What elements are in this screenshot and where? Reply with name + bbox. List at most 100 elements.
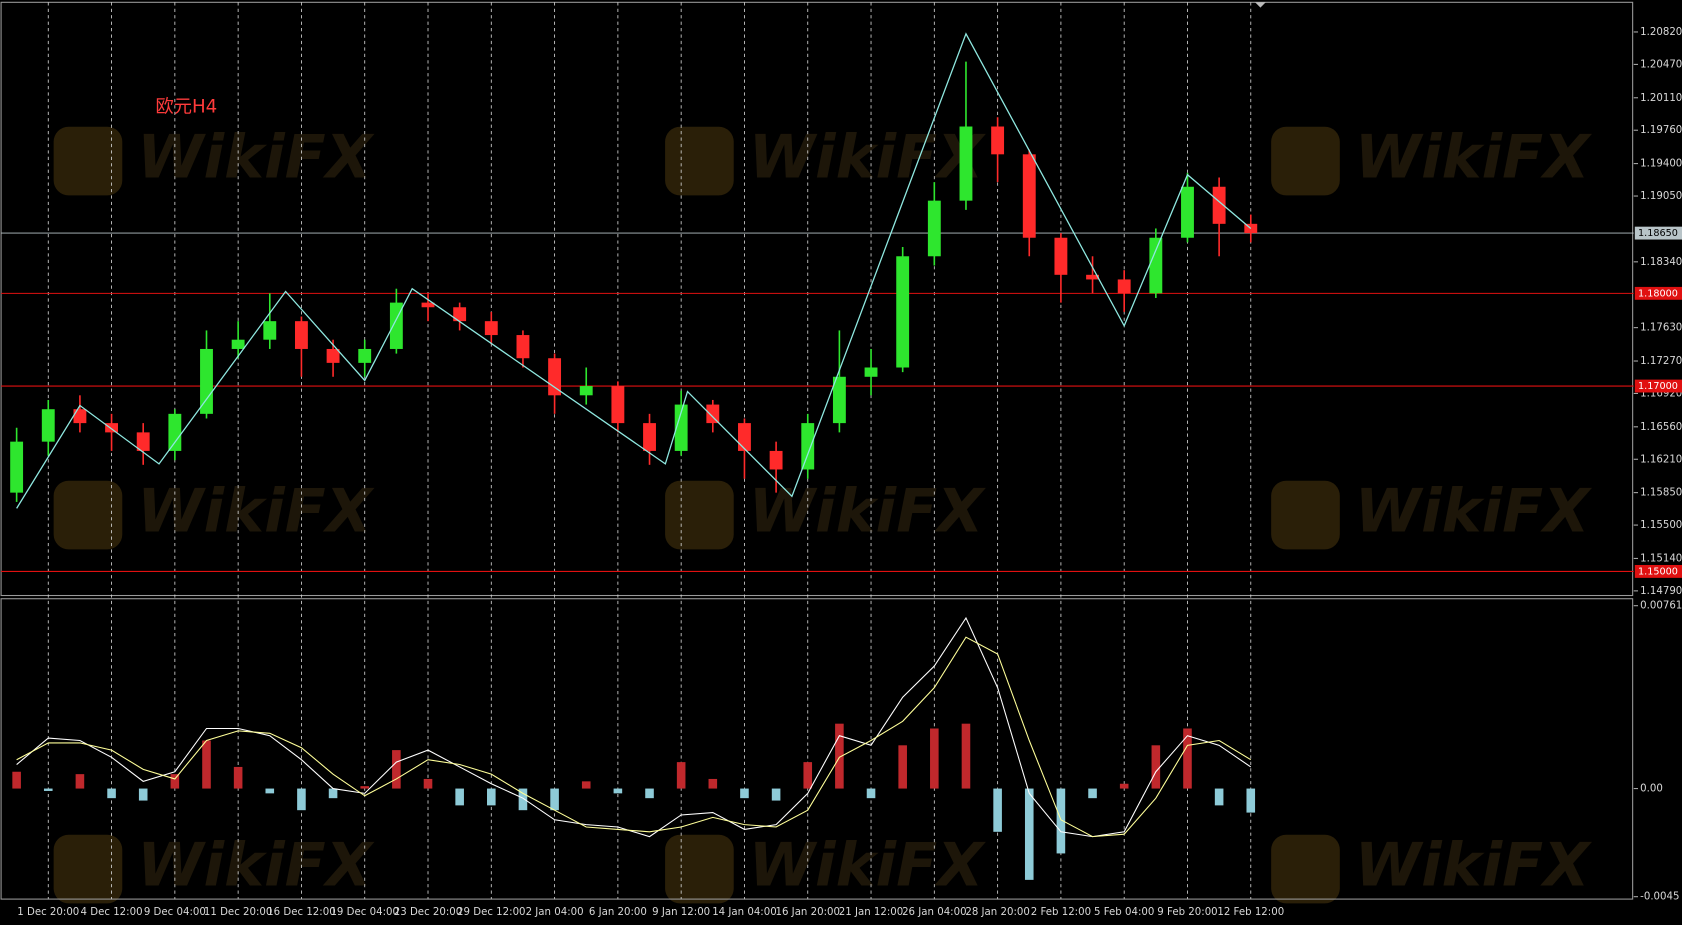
x-tick-label: 23 Dec 20:00 [394, 907, 463, 918]
candle-body [231, 339, 245, 349]
candle-body [769, 450, 783, 470]
watermark-text: WikiFX [749, 831, 986, 901]
histogram-bar [12, 771, 21, 789]
x-tick-label: 12 Feb 12:00 [1217, 907, 1284, 918]
current-price-box [1634, 226, 1682, 240]
candle-body [453, 307, 467, 322]
watermark-logo [1271, 480, 1340, 550]
candle-body [896, 256, 910, 368]
candle-body [358, 348, 372, 363]
watermark-logo [53, 834, 123, 904]
watermark-logo [1271, 834, 1340, 904]
histogram-bar [170, 774, 180, 789]
watermark-text: WikiFX [137, 123, 374, 193]
histogram-bar [866, 788, 876, 799]
candle-body [1054, 237, 1068, 275]
watermark-logo [665, 480, 734, 550]
x-tick-label: 2 Jan 04:00 [526, 907, 584, 918]
watermark-text: WikiFX [749, 477, 986, 547]
histogram-bar [1214, 788, 1224, 806]
x-tick-label: 9 Jan 12:00 [652, 907, 710, 918]
y-tick-label: 1.17270 [1640, 356, 1682, 367]
current-price-label: 1.18650 [1638, 228, 1678, 239]
x-tick-label: 19 Dec 04:00 [330, 907, 399, 918]
histogram-bar [961, 723, 971, 789]
candle-body [136, 432, 150, 451]
candle-body [1212, 186, 1226, 224]
candle-body [611, 386, 625, 424]
level-label-box [1634, 379, 1682, 393]
histogram-bar [581, 781, 591, 789]
macd-pane-frame [0, 598, 1634, 900]
candle-body [516, 335, 530, 359]
y-tick-label: 0.00761 [1640, 601, 1682, 612]
x-tick-label: 16 Dec 12:00 [267, 907, 336, 918]
candle-body [674, 404, 688, 451]
candle-body [864, 367, 878, 377]
y-tick-label: 1.16560 [1640, 422, 1682, 433]
y-tick-label: 1.15140 [1640, 553, 1682, 564]
candle-body [1181, 186, 1194, 238]
histogram-bar [708, 778, 718, 789]
y-tick-label: 1.15500 [1640, 520, 1682, 531]
x-tick-label: 11 Dec 20:00 [204, 907, 273, 918]
candle-body [801, 423, 815, 470]
candle-body [10, 441, 24, 493]
y-tick-label: 1.19400 [1640, 159, 1682, 170]
histogram-bar [1246, 788, 1256, 813]
y-tick-label: -0.0045 [1640, 892, 1679, 903]
candle-body [738, 423, 751, 451]
candle-body [832, 376, 846, 424]
y-tick-label: 1.18340 [1640, 257, 1682, 268]
histogram-bar [1183, 728, 1192, 789]
price-pane-frame [0, 1, 1634, 597]
y-tick-label: 1.16210 [1640, 454, 1682, 465]
watermark-logo [1271, 126, 1340, 196]
watermark-text: WikiFX [1355, 831, 1592, 901]
x-tick-label: 9 Feb 20:00 [1157, 907, 1217, 918]
watermark-text: WikiFX [749, 123, 986, 193]
histogram-bar [835, 723, 844, 789]
histogram-bar [138, 788, 148, 801]
histogram-bar [455, 788, 464, 806]
histogram-bar [898, 745, 907, 789]
y-tick-label: 1.15850 [1640, 488, 1682, 499]
candle-body [1086, 274, 1099, 280]
histogram-bar [1056, 788, 1066, 854]
candle-body [73, 409, 87, 424]
watermark-logo [53, 480, 123, 550]
y-tick-label: 1.17630 [1640, 323, 1682, 334]
level-label: 1.17000 [1638, 381, 1678, 392]
histogram-bar [233, 766, 243, 789]
candle-body [927, 200, 941, 257]
candle-body [1117, 279, 1131, 294]
candle-body [643, 423, 656, 451]
watermark-text: WikiFX [137, 477, 374, 547]
histogram-bar [930, 728, 939, 789]
histogram-bar [1088, 788, 1097, 799]
level-label-box [1634, 564, 1682, 578]
candle-body [1022, 154, 1036, 238]
y-tick-label: 1.20470 [1640, 59, 1682, 70]
histogram-bar [43, 788, 53, 791]
histogram-bar [423, 778, 433, 789]
histogram-bar [360, 786, 370, 789]
watermark-logo [665, 834, 734, 904]
histogram-bar [771, 788, 781, 801]
x-tick-label: 2 Feb 12:00 [1031, 907, 1091, 918]
watermark-layer: WikiFX WikiFX WikiFX WikiFX WikiFX WikiFX Wiki… [53, 123, 1592, 904]
y-tick-label: 0.00 [1640, 784, 1663, 795]
histogram-bar [107, 788, 116, 799]
candle-body [421, 302, 435, 308]
histogram-bar [550, 788, 559, 811]
histogram-bar [328, 788, 338, 799]
histogram-bar [265, 788, 275, 794]
level-label-box [1634, 286, 1682, 300]
candle-body [548, 358, 562, 396]
macd-line [16, 636, 1252, 838]
watermark-text: WikiFX [1355, 477, 1592, 547]
candle-body [200, 348, 213, 414]
watermark-text: WikiFX [1355, 123, 1592, 193]
zigzag-line [16, 32, 1252, 509]
